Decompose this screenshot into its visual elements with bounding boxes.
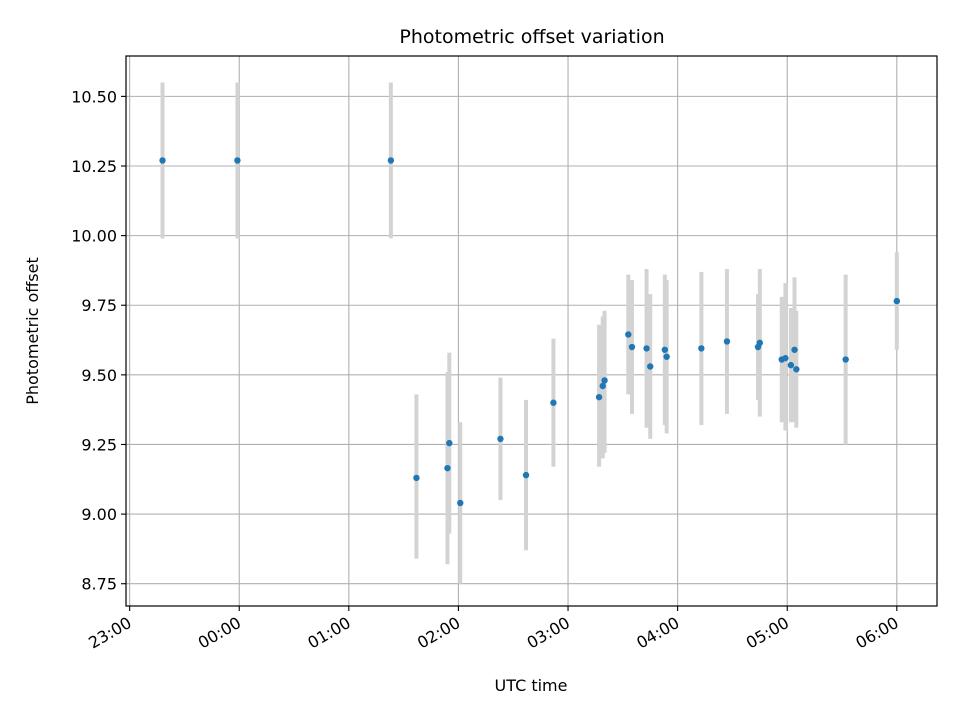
y-tick-label: 10.25: [71, 157, 117, 176]
data-point: [628, 343, 636, 351]
data-point: [782, 354, 789, 362]
data-point: [647, 363, 654, 370]
data-point: [599, 382, 606, 390]
y-tick-label: 9.25: [81, 435, 117, 454]
data-point: [625, 331, 632, 338]
data-point: [522, 471, 530, 479]
data-point: [643, 345, 650, 352]
data-point: [387, 157, 395, 164]
data-points: [159, 157, 901, 507]
data-point: [791, 346, 798, 353]
y-tick-label: 10.50: [71, 87, 117, 106]
data-point: [444, 464, 451, 472]
y-axis-ticks: 8.75 9.00 9.25 9.50 9.75 10.00 10.25 10.50: [71, 87, 126, 594]
y-tick-label: 8.75: [81, 575, 117, 594]
y-tick-label: 10.00: [71, 227, 117, 246]
data-point: [497, 435, 504, 443]
data-point: [595, 393, 603, 401]
y-axis-label: Photometric offset: [23, 257, 42, 405]
x-axis-label: UTC time: [495, 676, 568, 695]
data-point: [457, 499, 464, 507]
data-point: [842, 356, 849, 363]
chart-title: Photometric offset variation: [399, 26, 664, 48]
y-tick-label: 9.50: [81, 366, 117, 385]
data-point: [663, 353, 670, 360]
data-point: [550, 399, 557, 406]
data-point: [601, 377, 608, 384]
data-point: [723, 338, 731, 345]
data-point: [756, 339, 764, 347]
data-point: [159, 157, 166, 164]
data-point: [893, 297, 901, 305]
y-tick-label: 9.00: [81, 505, 117, 524]
data-point: [413, 474, 420, 482]
data-point: [787, 361, 795, 369]
grid-lines: [126, 56, 937, 606]
data-point: [661, 346, 669, 353]
data-point: [234, 157, 241, 164]
data-point: [446, 439, 453, 447]
y-tick-label: 9.75: [81, 296, 117, 315]
plot-frame: [125, 55, 938, 607]
data-point: [793, 366, 800, 373]
data-point: [698, 345, 705, 352]
